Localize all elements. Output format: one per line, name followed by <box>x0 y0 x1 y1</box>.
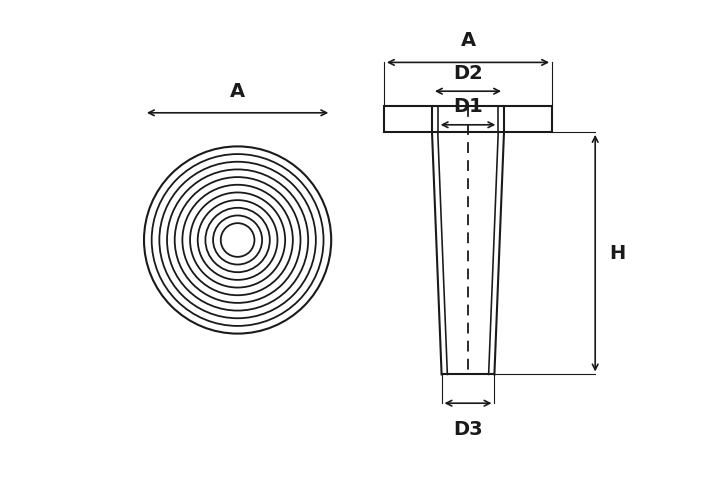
Text: A: A <box>460 31 476 50</box>
Text: D1: D1 <box>453 97 483 116</box>
Text: D2: D2 <box>453 63 483 83</box>
Text: H: H <box>610 244 626 263</box>
Text: A: A <box>230 82 246 101</box>
Text: D3: D3 <box>453 420 483 439</box>
